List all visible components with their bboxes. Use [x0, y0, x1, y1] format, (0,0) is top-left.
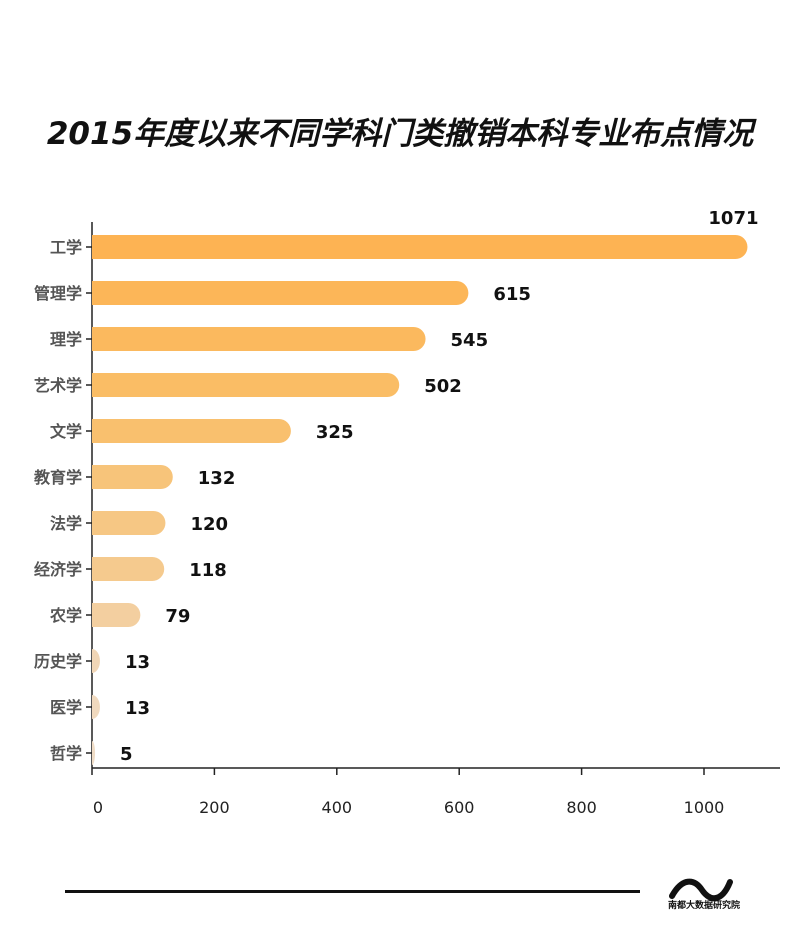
x-tick-label: 0 [93, 798, 103, 817]
category-label: 管理学 [34, 284, 82, 303]
value-label: 132 [198, 468, 236, 489]
value-label: 502 [424, 376, 462, 397]
value-label: 13 [125, 698, 150, 719]
bar [92, 373, 400, 397]
category-label: 农学 [49, 606, 82, 625]
bar [92, 281, 469, 305]
value-label: 545 [451, 330, 489, 351]
value-label: 1071 [708, 208, 758, 229]
bar [92, 511, 166, 535]
category-label: 经济学 [34, 560, 82, 579]
category-label: 艺术学 [34, 376, 82, 395]
category-label: 理学 [50, 330, 82, 349]
bar [92, 695, 100, 719]
bar [92, 741, 96, 765]
category-label: 工学 [50, 238, 82, 257]
bar [92, 649, 100, 673]
category-label: 医学 [50, 698, 82, 717]
value-label: 615 [493, 284, 531, 305]
bar [92, 235, 748, 259]
brand-text: 南都大数据研究院 [668, 901, 741, 911]
value-label: 13 [125, 652, 150, 673]
value-label: 118 [189, 560, 227, 581]
bar [92, 557, 165, 581]
chart-title: 2015年度以来不同学科门类撤销本科专业布点情况 [46, 116, 754, 152]
x-tick-label: 1000 [684, 798, 725, 817]
category-label: 教育学 [34, 468, 82, 487]
bar [92, 419, 291, 443]
category-label: 文学 [50, 422, 82, 441]
bar [92, 465, 173, 489]
value-label: 325 [316, 422, 354, 443]
category-label: 哲学 [50, 744, 82, 763]
footer-divider [65, 890, 640, 893]
x-tick-label: 200 [199, 798, 230, 817]
category-label: 历史学 [34, 652, 82, 671]
x-tick-label: 800 [566, 798, 597, 817]
bar [92, 327, 426, 351]
nandu-wave-logo-icon [669, 878, 733, 902]
x-tick-label: 400 [322, 798, 353, 817]
value-label: 5 [120, 744, 133, 765]
bar [92, 603, 141, 627]
value-label: 120 [190, 514, 228, 535]
category-label: 法学 [50, 514, 82, 533]
x-tick-label: 600 [444, 798, 475, 817]
value-label: 79 [165, 606, 190, 627]
